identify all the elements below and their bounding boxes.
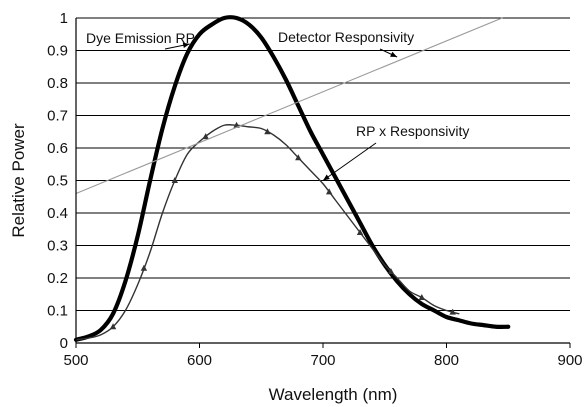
y-tick-label: 0.8 bbox=[47, 75, 68, 92]
axes bbox=[75, 18, 571, 348]
series-marker bbox=[356, 229, 364, 235]
x-tick-label: 900 bbox=[557, 352, 582, 369]
annotation-arrowhead bbox=[182, 42, 190, 48]
series-line-rp-x-responsivity bbox=[75, 124, 460, 341]
series-marker bbox=[387, 268, 395, 274]
annotation-label: Dye Emission RP bbox=[86, 30, 195, 46]
series-marker bbox=[171, 177, 178, 183]
annotation-arrowhead bbox=[323, 174, 330, 181]
y-axis-label: Relative Power bbox=[9, 123, 28, 238]
x-axis-label: Wavelength (nm) bbox=[269, 385, 398, 404]
series-marker bbox=[140, 264, 148, 271]
series-marker bbox=[109, 323, 117, 330]
series-marker bbox=[449, 308, 456, 315]
x-tick-label: 500 bbox=[63, 352, 88, 369]
y-tick-label: 0 bbox=[60, 335, 68, 352]
y-tick-label: 0.5 bbox=[47, 173, 68, 190]
annotation-label: Detector Responsivity bbox=[278, 29, 414, 45]
y-tick-label: 0.3 bbox=[47, 238, 68, 255]
series-marker bbox=[264, 128, 271, 135]
y-tick-label: 0.7 bbox=[47, 108, 68, 125]
y-tick-label: 0.2 bbox=[47, 270, 68, 287]
annotation-arrow bbox=[322, 142, 377, 181]
series-line-detector-responsivity bbox=[75, 17, 503, 195]
x-tick-label: 600 bbox=[187, 352, 212, 369]
annotation-arrowhead bbox=[390, 51, 398, 57]
grid-lines bbox=[76, 17, 570, 311]
x-tick-label: 700 bbox=[310, 352, 335, 369]
annotations: Dye Emission RP Detector Responsivity RP x… bbox=[86, 29, 469, 181]
series-layer bbox=[73, 15, 511, 342]
y-tick-label: 0.1 bbox=[47, 303, 68, 320]
tick-labels: 0 0.1 0.2 0.3 0.4 0.5 0.6 0.7 0.8 0.9 1 500 600 700 80… bbox=[47, 10, 582, 369]
x-tick-label: 800 bbox=[434, 352, 459, 369]
series-marker bbox=[418, 294, 425, 300]
series-marker bbox=[295, 154, 302, 161]
y-tick-label: 0.9 bbox=[47, 43, 68, 60]
y-tick-label: 0.4 bbox=[47, 205, 68, 222]
series-line-dye-emission-rp bbox=[73, 15, 511, 342]
y-tick-label: 0.6 bbox=[47, 140, 68, 157]
y-tick-label: 1 bbox=[60, 10, 68, 27]
annotation-label: RP x Responsivity bbox=[356, 123, 469, 139]
series-marker bbox=[202, 133, 209, 140]
series-marker bbox=[325, 188, 333, 195]
